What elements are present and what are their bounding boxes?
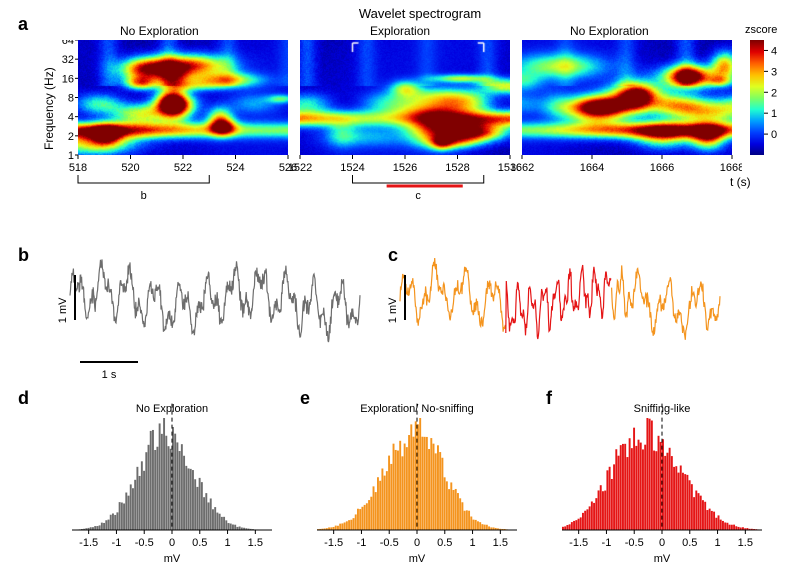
zscore-label: zscore bbox=[745, 24, 777, 36]
svg-text:-0.5: -0.5 bbox=[380, 537, 399, 549]
svg-text:c: c bbox=[415, 190, 421, 202]
svg-text:2: 2 bbox=[771, 87, 777, 99]
svg-text:0: 0 bbox=[659, 537, 665, 549]
panel-label-b: b bbox=[18, 245, 29, 266]
svg-text:4: 4 bbox=[68, 112, 74, 124]
svg-text:-1.5: -1.5 bbox=[79, 537, 98, 549]
svg-text:4: 4 bbox=[771, 45, 777, 57]
svg-text:0: 0 bbox=[771, 129, 777, 141]
trace-c: 1 mV bbox=[400, 250, 720, 390]
svg-text:1.5: 1.5 bbox=[493, 537, 508, 549]
panel-label-c: c bbox=[388, 245, 398, 266]
svg-text:-1.5: -1.5 bbox=[324, 537, 343, 549]
svg-text:8: 8 bbox=[68, 93, 74, 105]
svg-text:1: 1 bbox=[469, 537, 475, 549]
panel-label-f: f bbox=[546, 388, 552, 409]
panel-label-e: e bbox=[300, 388, 310, 409]
svg-text:-1.5: -1.5 bbox=[569, 537, 588, 549]
panel-label-a: a bbox=[18, 14, 28, 35]
svg-text:0.5: 0.5 bbox=[192, 537, 207, 549]
bracket-annotations: bc bbox=[0, 173, 787, 213]
histogram-f: Sniffing-like-1.5-1-0.500.511.5mV bbox=[562, 400, 762, 575]
histogram-e: Exploration/ No-sniffing-1.5-1-0.500.511… bbox=[317, 400, 517, 575]
svg-text:0.5: 0.5 bbox=[437, 537, 452, 549]
svg-text:-0.5: -0.5 bbox=[135, 537, 154, 549]
svg-text:2: 2 bbox=[68, 131, 74, 143]
histogram-d: No Exploration-1.5-1-0.500.511.5mV bbox=[72, 400, 272, 575]
panel-label-d: d bbox=[18, 388, 29, 409]
svg-text:-1: -1 bbox=[112, 537, 122, 549]
subpanel-title-1: No Exploration bbox=[120, 24, 199, 38]
svg-text:0.5: 0.5 bbox=[682, 537, 697, 549]
trace-b: 1 mV1 s bbox=[70, 250, 360, 390]
svg-text:16: 16 bbox=[62, 73, 74, 85]
svg-text:mV: mV bbox=[164, 553, 181, 565]
svg-text:mV: mV bbox=[409, 553, 426, 565]
svg-text:1 mV: 1 mV bbox=[57, 297, 69, 323]
svg-text:-1: -1 bbox=[602, 537, 612, 549]
svg-text:64: 64 bbox=[62, 40, 74, 47]
subpanel-title-2: Exploration bbox=[370, 24, 430, 38]
svg-text:0: 0 bbox=[414, 537, 420, 549]
svg-text:3: 3 bbox=[771, 66, 777, 78]
colorbar: 01234 bbox=[750, 40, 764, 155]
svg-text:0: 0 bbox=[169, 537, 175, 549]
svg-text:32: 32 bbox=[62, 54, 74, 66]
svg-text:1 mV: 1 mV bbox=[387, 297, 399, 323]
svg-text:-1: -1 bbox=[357, 537, 367, 549]
svg-text:1: 1 bbox=[771, 108, 777, 120]
svg-text:1 s: 1 s bbox=[102, 369, 117, 381]
svg-text:mV: mV bbox=[654, 553, 671, 565]
subpanel-title-3: No Exploration bbox=[570, 24, 649, 38]
svg-text:-0.5: -0.5 bbox=[625, 537, 644, 549]
svg-text:1: 1 bbox=[224, 537, 230, 549]
svg-text:b: b bbox=[141, 190, 147, 202]
svg-text:1: 1 bbox=[714, 537, 720, 549]
svg-text:1.5: 1.5 bbox=[738, 537, 753, 549]
figure-title: Wavelet spectrogram bbox=[320, 6, 520, 21]
svg-text:1.5: 1.5 bbox=[248, 537, 263, 549]
